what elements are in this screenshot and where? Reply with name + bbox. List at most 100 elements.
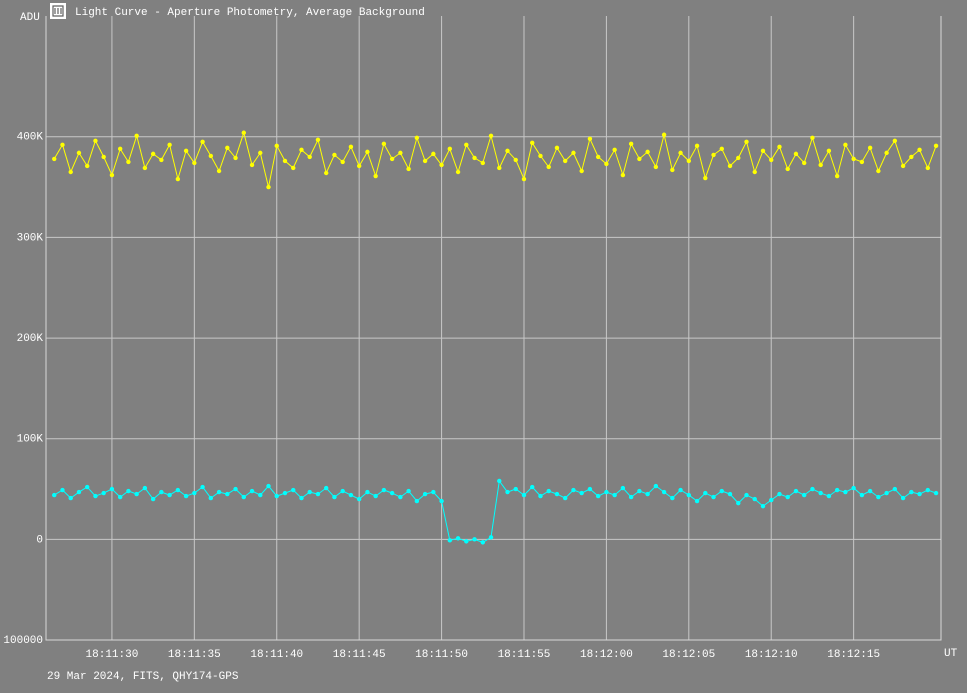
data-point [422,491,428,497]
data-point [439,498,444,504]
data-point [595,493,601,499]
data-point [472,155,477,161]
data-point [225,491,230,497]
data-point [686,158,692,164]
data-point [60,487,65,493]
data-point [447,146,453,152]
data-point [142,485,148,491]
data-point [134,133,139,138]
data-point [76,489,82,495]
data-point [142,165,148,171]
data-point [752,169,757,175]
data-point [719,488,724,494]
data-point [760,148,766,154]
data-point [769,157,774,163]
data-point [678,487,683,493]
data-point [291,165,296,171]
data-point [365,149,370,155]
data-point [324,485,329,491]
data-point [843,142,848,148]
data-point [472,537,477,542]
data-point [686,492,692,498]
data-point [933,490,939,496]
data-point [571,150,576,156]
data-point [933,143,939,149]
data-point [192,160,197,166]
y-tick-label: 100K [17,434,44,446]
data-point [670,495,675,501]
data-point [324,170,329,176]
data-point [892,138,898,143]
data-point [505,489,510,495]
data-point [703,175,708,181]
data-point [406,166,411,172]
data-point [109,172,115,178]
data-point [282,158,288,164]
data-point [447,538,453,543]
data-point [612,147,617,153]
data-point [925,165,931,171]
data-point [917,491,922,497]
data-point [900,163,906,169]
data-point [801,160,807,166]
data-point [299,495,304,501]
data-point [628,141,634,147]
data-point [538,493,543,499]
data-point [93,493,98,499]
data-point [645,491,650,497]
data-point [760,503,766,509]
data-point [274,143,279,149]
data-point [307,489,312,495]
data-point [513,486,518,492]
data-point [431,489,436,495]
data-point [917,147,922,153]
data-point [843,489,848,495]
x-tick-label: 18:11:45 [333,649,386,661]
data-point [653,483,659,489]
data-point [332,152,337,158]
data-point [727,163,733,169]
data-point [727,491,733,497]
data-point [422,158,428,164]
data-point [216,489,222,495]
data-point [892,486,898,492]
data-point [744,139,749,145]
data-point [291,487,296,493]
data-point [884,150,889,156]
data-point [810,486,815,492]
data-point [736,155,741,161]
data-point [175,176,181,182]
data-point [183,148,189,154]
data-point [801,492,807,498]
y-tick-label: 400K [17,132,44,144]
data-point [546,488,551,494]
data-point [356,496,362,502]
data-point [414,135,420,140]
x-tick-label: 18:12:05 [662,649,715,661]
data-point [793,488,799,494]
y-tick-label: 300K [17,232,44,244]
data-point [587,136,593,141]
data-point [274,493,279,499]
data-point [258,150,263,156]
data-point [628,494,634,500]
data-point [554,145,560,151]
data-point [340,488,345,494]
data-point [315,491,321,497]
data-point [909,154,914,160]
data-point [546,164,551,170]
x-axis-label: UT [944,648,958,660]
data-point [900,495,906,501]
data-point [266,483,271,489]
data-point [216,168,222,174]
x-tick-label: 18:11:30 [86,649,139,661]
data-point [653,164,659,170]
x-tick-label: 18:11:50 [415,649,468,661]
data-point [793,151,799,157]
data-point [777,491,782,497]
data-point [464,142,469,148]
data-point [233,486,238,492]
data-point [60,142,65,148]
icon-glyph [52,5,64,17]
